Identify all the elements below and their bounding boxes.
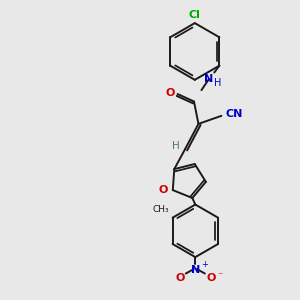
Text: +: + [201,260,208,269]
Text: O: O [166,88,175,98]
Text: ⁻: ⁻ [218,272,223,281]
Text: Cl: Cl [189,10,201,20]
Text: CH₃: CH₃ [153,205,169,214]
Text: O: O [158,185,167,195]
Text: H: H [214,78,221,88]
Text: H: H [172,141,179,151]
Text: CN: CN [225,109,243,119]
Text: N: N [204,74,214,84]
Text: O: O [175,273,184,283]
Text: N: N [191,265,200,275]
Text: O: O [206,273,215,283]
